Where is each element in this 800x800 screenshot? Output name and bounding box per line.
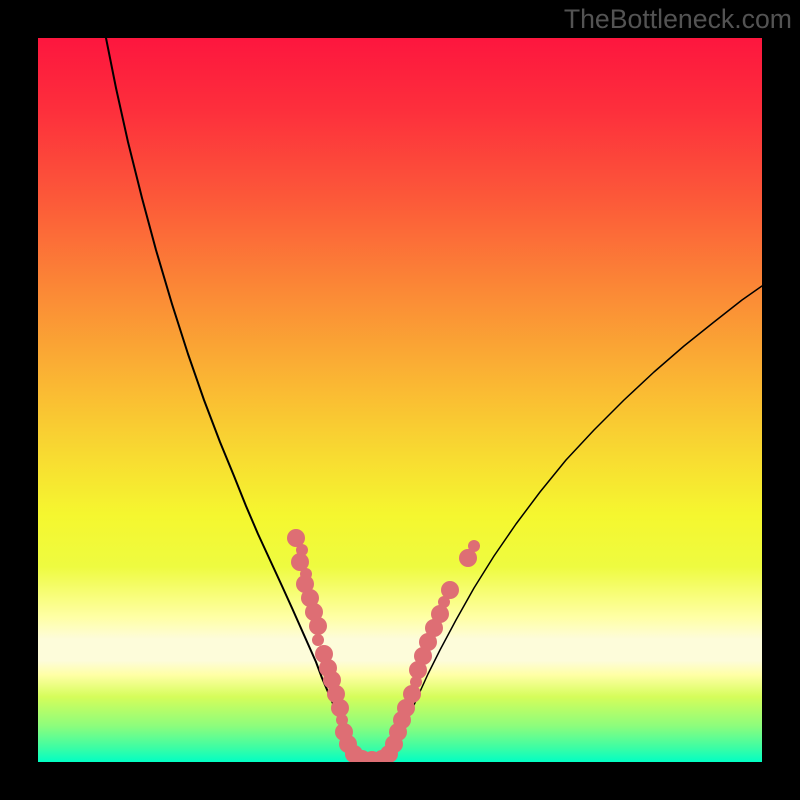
data-marker [441,581,459,599]
watermark-text: TheBottleneck.com [564,4,792,35]
data-marker [309,617,327,635]
chart-svg [0,0,800,800]
data-marker [312,634,324,646]
data-marker [431,605,449,623]
data-marker [468,540,480,552]
data-marker [403,685,421,703]
data-marker [331,699,349,717]
